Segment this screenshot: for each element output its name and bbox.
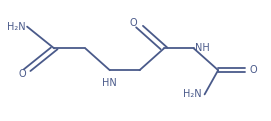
Text: O: O	[129, 18, 137, 28]
Text: O: O	[249, 65, 257, 75]
Text: H₂N: H₂N	[7, 22, 26, 32]
Text: NH: NH	[195, 43, 210, 53]
Text: HN: HN	[102, 79, 117, 88]
Text: O: O	[18, 69, 26, 79]
Text: H₂N: H₂N	[183, 89, 202, 99]
